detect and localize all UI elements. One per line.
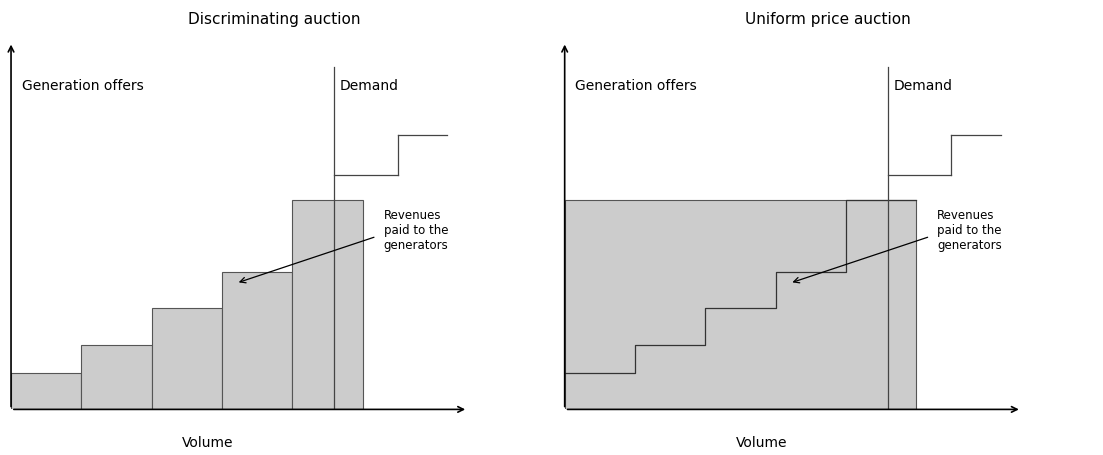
Text: Generation offers: Generation offers [22, 79, 143, 92]
Text: Revenues
paid to the
generators: Revenues paid to the generators [384, 208, 449, 251]
Bar [82, 345, 151, 410]
Bar [11, 374, 82, 410]
Text: Demand: Demand [340, 79, 399, 92]
Text: Revenues
paid to the
generators: Revenues paid to the generators [938, 208, 1002, 251]
Bar [565, 201, 917, 410]
Title: Uniform price auction: Uniform price auction [746, 11, 911, 26]
Text: Volume: Volume [736, 435, 786, 449]
Text: Generation offers: Generation offers [576, 79, 697, 92]
Bar [151, 309, 222, 410]
Bar [292, 201, 363, 410]
Text: Demand: Demand [893, 79, 953, 92]
Bar [222, 273, 292, 410]
Title: Discriminating auction: Discriminating auction [189, 11, 361, 26]
Text: Volume: Volume [182, 435, 233, 449]
